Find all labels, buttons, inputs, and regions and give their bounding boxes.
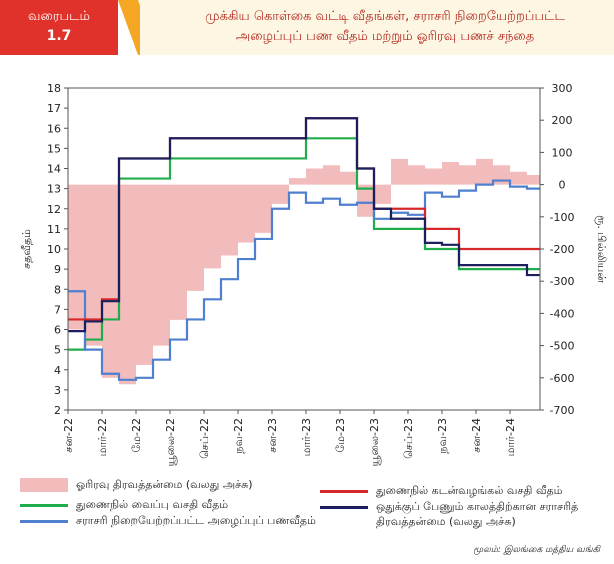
x-tick-label: சன-24 bbox=[470, 418, 483, 453]
y-tick-label: 4 bbox=[54, 364, 61, 377]
title-box bbox=[140, 0, 614, 55]
y-tick-label: 14 bbox=[47, 163, 61, 176]
series-line bbox=[68, 117, 540, 333]
y-tick-label: 2 bbox=[54, 404, 61, 417]
x-tick-label: மார்-24 bbox=[504, 418, 517, 456]
legend-swatch bbox=[20, 520, 68, 523]
y2-tick-label: 0 bbox=[559, 179, 566, 192]
title: முக்கிய கொள்கை வட்டி வீதங்கள், சராசரி நி… bbox=[205, 9, 565, 24]
legend-swatch bbox=[320, 506, 368, 509]
x-tick-label: யூலை-22 bbox=[164, 418, 177, 466]
y-tick-label: 5 bbox=[54, 344, 61, 357]
legend-swatch bbox=[20, 478, 68, 492]
label-caption: வரைபடம் bbox=[28, 9, 90, 24]
y-tick-label: 18 bbox=[47, 82, 61, 95]
chart: வரைபடம் 1.7 முக்கிய கொள்கை வட்டி வீதங்கள… bbox=[0, 0, 614, 466]
y-tick-label: 3 bbox=[54, 384, 61, 397]
legend-label: ஒதுக்குப் பேணும் காலத்திற்கான சராசரித் த… bbox=[376, 500, 579, 528]
y2-label: ரூ. பில்லியன் bbox=[595, 215, 608, 283]
x-tick-label: மார்-23 bbox=[300, 418, 313, 456]
x-tick-label: சன-22 bbox=[62, 418, 75, 453]
legend-label: துணைநில் வைப்பு வசதி வீதம் bbox=[76, 498, 229, 511]
x-tick-label: மே-23 bbox=[334, 418, 347, 453]
y-tick-label: 8 bbox=[54, 283, 61, 296]
legend-item: சராசரி நிறையேற்றப்பட்ட அழைப்புப் பணவீதம் bbox=[20, 514, 316, 529]
legend-label: துணைநில் கடன்வழங்கல் வசதி வீதம் bbox=[376, 484, 563, 497]
legend-label: சராசரி நிறையேற்றப்பட்ட அழைப்புப் பணவீதம் bbox=[76, 514, 316, 527]
y2-tick-label: -200 bbox=[550, 243, 575, 256]
y2-tick-label: -300 bbox=[550, 275, 575, 288]
legend-item: துணைநில் கடன்வழங்கல் வசதி வீதம் bbox=[320, 484, 563, 499]
label-box bbox=[0, 0, 118, 55]
y2-tick-label: 100 bbox=[552, 146, 573, 159]
y-tick-label: 6 bbox=[54, 324, 61, 337]
series-line bbox=[68, 179, 540, 381]
y-label: சதவீதம் bbox=[20, 229, 33, 269]
x-tick-label: சன-23 bbox=[266, 418, 279, 453]
y2-tick-label: 200 bbox=[552, 114, 573, 127]
y2-tick-label: -600 bbox=[550, 372, 575, 385]
liquidity-area bbox=[68, 158, 540, 385]
x-tick-label: மார்-22 bbox=[96, 418, 109, 456]
y-tick-label: 15 bbox=[47, 142, 61, 155]
y-tick-label: 12 bbox=[47, 203, 61, 216]
y-tick-label: 16 bbox=[47, 122, 61, 135]
source: மூலம்: இலங்கை மத்திய வங்கி bbox=[473, 545, 600, 555]
y-tick-label: 17 bbox=[47, 102, 61, 115]
x-tick-label: செப்-23 bbox=[402, 418, 415, 459]
legend-item: ஓரிரவு திரவத்தன்மை (வலது அச்சு) bbox=[20, 478, 253, 493]
title: அழைப்புப் பண வீதம் மற்றும் ஓரிரவு பணச் ச… bbox=[236, 29, 534, 44]
label-number: 1.7 bbox=[47, 28, 72, 44]
series-line bbox=[68, 137, 540, 351]
y2-tick-label: 300 bbox=[552, 82, 573, 95]
legend-swatch bbox=[20, 504, 68, 507]
y2-tick-label: -400 bbox=[550, 307, 575, 320]
x-tick-label: மே-22 bbox=[130, 418, 143, 453]
y-tick-label: 11 bbox=[47, 223, 61, 236]
legend-item: ஒதுக்குப் பேணும் காலத்திற்கான சராசரித் த… bbox=[320, 500, 596, 530]
y-tick-label: 9 bbox=[54, 263, 61, 276]
y-tick-label: 13 bbox=[47, 183, 61, 196]
x-tick-label: நவ-23 bbox=[436, 418, 449, 454]
legend-item: துணைநில் வைப்பு வசதி வீதம் bbox=[20, 498, 228, 513]
legend-swatch bbox=[320, 490, 368, 493]
x-tick-label: நவ-22 bbox=[232, 418, 245, 454]
y2-tick-label: -700 bbox=[550, 404, 575, 417]
x-tick-label: யூலை-23 bbox=[368, 418, 381, 466]
x-tick-label: செப்-22 bbox=[198, 418, 211, 459]
legend-label: ஓரிரவு திரவத்தன்மை (வலது அச்சு) bbox=[76, 478, 253, 491]
y2-tick-label: -100 bbox=[550, 211, 575, 224]
y-tick-label: 10 bbox=[47, 243, 61, 256]
y2-tick-label: -500 bbox=[550, 340, 575, 353]
y-tick-label: 7 bbox=[54, 303, 61, 316]
plot-frame bbox=[67, 87, 541, 411]
